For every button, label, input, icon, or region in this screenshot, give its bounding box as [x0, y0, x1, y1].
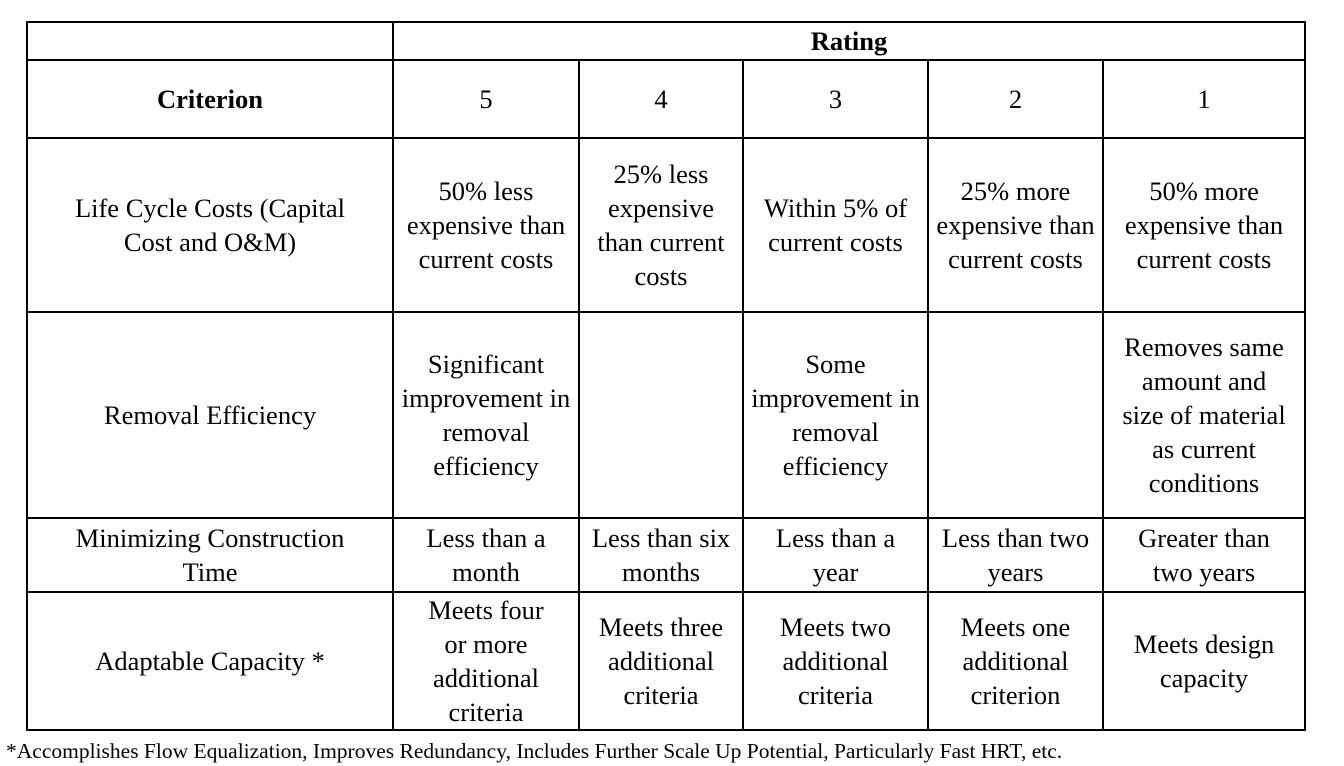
- column-header-row: Criterion 5 4 3 2 1: [26, 59, 1307, 139]
- rating-cell-text: 25% less expensive than current costs: [597, 159, 725, 291]
- empty-corner-cell: [26, 21, 394, 61]
- rating-2-header: 2: [927, 59, 1104, 139]
- rating-cell-text: Meets four or more additional criteria: [428, 595, 544, 727]
- rating-cell: 50% less expensive than current costs: [392, 137, 580, 313]
- rating-1-header: 1: [1101, 59, 1307, 139]
- rating-cell: Less than a month: [392, 517, 580, 593]
- rating-cell-text: Meets one additional criterion: [960, 612, 1071, 710]
- table-row-life-cycle-costs: Life Cycle Costs (Capital Cost and O&M) …: [26, 137, 1307, 313]
- rating-cell: Meets two additional criteria: [742, 591, 929, 731]
- rating-cell: 50% more expensive than current costs: [1101, 137, 1307, 313]
- rating-cell: Less than two years: [927, 517, 1104, 593]
- rating-cell-text: Less than a month: [426, 523, 546, 587]
- criterion-label: Minimizing Construction Time: [75, 523, 345, 587]
- criterion-cell: Adaptable Capacity *: [26, 591, 394, 731]
- rating-cell: Significant improvement in removal effic…: [392, 311, 580, 519]
- rating-cell-text: Within 5% of current costs: [763, 193, 908, 257]
- criterion-label: Adaptable Capacity *: [95, 646, 325, 676]
- criterion-header: Criterion: [26, 59, 394, 139]
- rating-cell-text: Meets two additional criteria: [779, 612, 892, 710]
- table-row-adaptable-capacity: Adaptable Capacity * Meets four or more …: [26, 591, 1307, 731]
- table-row-removal-efficiency: Removal Efficiency Significant improveme…: [26, 311, 1307, 519]
- criterion-cell: Minimizing Construction Time: [26, 517, 394, 593]
- footnote: *Accomplishes Flow Equalization, Improve…: [6, 739, 1063, 763]
- table-row-construction-time: Minimizing Construction Time Less than a…: [26, 517, 1307, 593]
- criterion-label: Removal Efficiency: [103, 400, 317, 430]
- rating-criteria-table: Rating Criterion 5 4 3 2 1 Life Cycle Co…: [26, 21, 1307, 731]
- rating-cell-text: Significant improvement in removal effic…: [401, 349, 571, 481]
- rating-cell: Greater than two years: [1101, 517, 1307, 593]
- rating-cell-text: Some improvement in removal efficiency: [751, 349, 920, 481]
- criterion-label: Life Cycle Costs (Capital Cost and O&M): [74, 193, 346, 257]
- rating-cell-text: Less than six months: [591, 523, 731, 587]
- rating-header-row: Rating: [26, 21, 1307, 61]
- criterion-cell: Life Cycle Costs (Capital Cost and O&M): [26, 137, 394, 313]
- rating-cell: Some improvement in removal efficiency: [742, 311, 929, 519]
- rating-5-header: 5: [392, 59, 580, 139]
- rating-cell-text: 50% less expensive than current costs: [406, 176, 566, 274]
- rating-cell-text: Removes same amount and size of material…: [1122, 332, 1286, 498]
- rating-cell-text: Greater than two years: [1138, 523, 1270, 587]
- rating-cell-text: Meets three additional criteria: [598, 612, 724, 710]
- rating-cell: Meets design capacity: [1101, 591, 1307, 731]
- rating-4-header: 4: [578, 59, 744, 139]
- rating-cell: Less than six months: [578, 517, 744, 593]
- criterion-cell: Removal Efficiency: [26, 311, 394, 519]
- rating-cell: [927, 311, 1104, 519]
- rating-cell-text: Meets design capacity: [1133, 629, 1275, 693]
- rating-cell: 25% more expensive than current costs: [927, 137, 1104, 313]
- rating-header: Rating: [391, 21, 1307, 61]
- rating-cell: 25% less expensive than current costs: [578, 137, 744, 313]
- rating-cell-text: 25% more expensive than current costs: [936, 176, 1095, 274]
- rating-cell: Meets three additional criteria: [578, 591, 744, 731]
- rating-cell-text: 50% more expensive than current costs: [1124, 176, 1284, 274]
- rating-cell: Meets four or more additional criteria: [392, 591, 580, 731]
- rating-cell-text: Less than two years: [941, 523, 1090, 587]
- rating-cell: Within 5% of current costs: [742, 137, 929, 313]
- rating-3-header: 3: [742, 59, 929, 139]
- rating-cell: [578, 311, 744, 519]
- rating-cell: Less than a year: [742, 517, 929, 593]
- rating-cell: Removes same amount and size of material…: [1101, 311, 1307, 519]
- rating-cell: Meets one additional criterion: [927, 591, 1104, 731]
- rating-cell-text: Less than a year: [775, 523, 896, 587]
